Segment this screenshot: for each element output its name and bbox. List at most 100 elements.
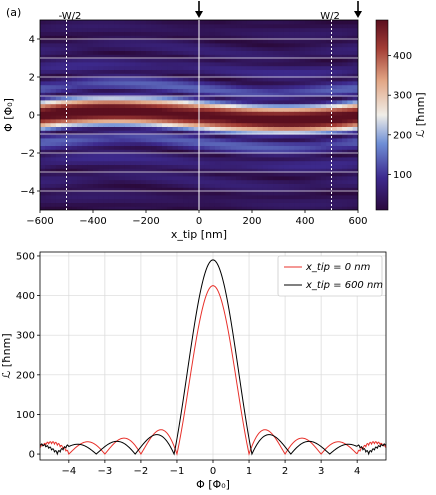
heatmap-cell [262,191,269,196]
heatmap-cell [183,88,189,93]
heatmap-cell [331,206,338,210]
heatmap-cell [55,111,62,116]
heatmap-cell [241,202,248,207]
heatmap-cell [71,111,78,116]
heatmap-cell [310,183,317,188]
heatmap-cell [77,153,83,158]
heatmap-cell [204,96,211,101]
heatmap-cell [299,130,306,135]
heatmap-cell [246,172,253,177]
heatmap-cell [347,115,354,120]
heatmap-cell [87,69,94,74]
heatmap-cell [236,183,242,188]
heatmap-cell [103,145,110,150]
heatmap-cell [257,46,264,51]
heatmap-cell [347,134,354,139]
heatmap-cell [347,126,354,131]
heatmap-cell [273,175,280,181]
heatmap-cell [257,175,264,181]
heatmap-cell [98,126,105,131]
heatmap-cell [40,39,46,44]
heatmap-cell [77,141,83,146]
heatmap-cell [273,156,280,162]
heatmap-cell [310,84,317,89]
heatmap-cell [236,84,242,89]
heatmap-cell [262,145,269,150]
heatmap-cell [71,31,78,36]
heatmap-cell [40,115,46,120]
heatmap-cell [320,206,327,210]
heatmap-cell [193,39,200,44]
heatmap-cell [342,111,348,116]
heatmap-cell [241,198,248,203]
heatmap-cell [225,164,232,169]
heatmap-cell [161,137,168,143]
heatmap-cell [273,141,280,146]
heatmap-cell [220,111,227,116]
heatmap-cell [299,126,306,131]
heatmap-cell [230,92,237,97]
heatmap-cell [119,80,126,86]
heatmap-cell [225,160,232,165]
heatmap-cell [151,183,158,188]
heatmap-cell [135,92,142,97]
heatmap-cell [299,137,306,143]
heatmap-cell [108,175,115,181]
heatmap-cell [151,160,158,165]
heatmap-cell [40,183,46,188]
heatmap-cell [336,164,343,169]
heatmap-cell [352,122,358,127]
heatmap-cell [209,46,216,51]
heatmap-cell [283,50,290,55]
heatmap-cell [252,39,258,44]
heatmap-cell [183,164,189,169]
legend-label-red: x_tip = 0 nm [305,262,371,273]
heatmap-cell [315,61,322,67]
heatmap-cell [98,92,105,97]
heatmap-cell [130,80,136,86]
heatmap-cell [82,69,89,74]
heatmap-cell [273,39,280,44]
heatmap-cell [241,58,248,63]
heatmap-cell [342,198,348,203]
heatmap-cell [326,103,333,108]
heatmap-cell [161,31,168,36]
heatmap-cell [161,23,168,29]
heatmap-cell [167,31,174,36]
heatmap-cell [204,130,211,135]
heatmap-cell [172,206,179,210]
heatmap-cell [172,61,179,67]
heatmap-cell [135,134,142,139]
heatmap-cell [140,191,147,196]
heatmap-cell [177,92,184,97]
heatmap-cell [347,149,354,154]
heatmap-cell [220,194,227,200]
heatmap-cell [146,50,152,55]
heatmap-cell [214,65,221,70]
heatmap-cell [98,46,105,51]
heatmap-cell [77,145,83,150]
heatmap-cell [66,194,73,200]
heatmap-cell [55,77,62,82]
heatmap-cell [331,141,338,146]
heatmap-cell [336,179,343,184]
heatmap-cell [156,103,163,108]
heatmap-cell [305,175,311,181]
heatmap-cell [310,27,317,32]
heatmap-cell [214,156,221,162]
arrow-down-icon [354,11,362,18]
heatmap-cell [146,118,152,124]
heatmap-cell [193,99,200,105]
heatmap-cell [267,99,274,105]
heatmap-cell [315,168,322,173]
heatmap-cell [246,187,253,192]
heatmap-cell [40,141,46,146]
heatmap-cell [188,141,195,146]
heatmap-cell [257,54,264,59]
heatmap-cell [93,206,99,210]
heatmap-cell [214,92,221,97]
heatmap-cell [161,206,168,210]
heatmap-cell [66,198,73,203]
heatmap-cell [220,35,227,40]
heatmap-cell [40,84,46,89]
